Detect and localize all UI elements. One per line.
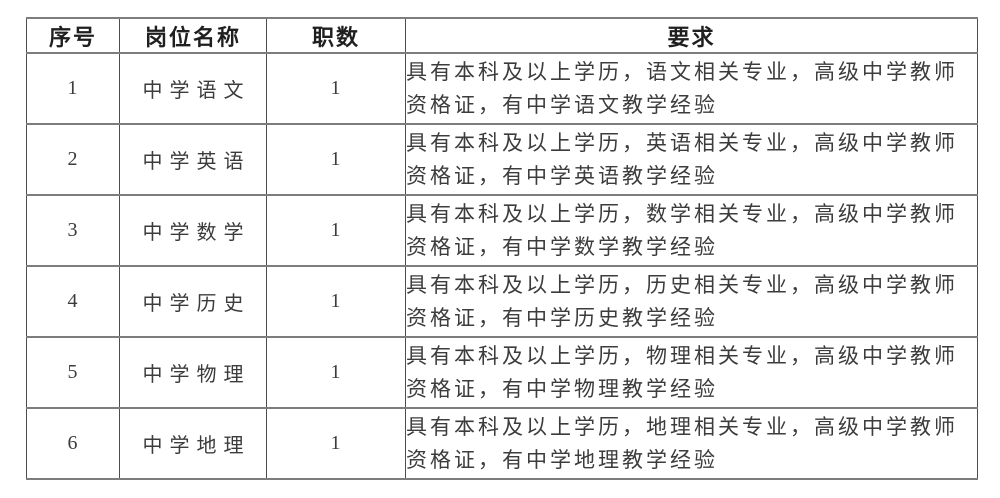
cell-requirements: 具有本科及以上学历，英语相关专业，高级中学教师 资格证，有中学英语教学经验 [405, 123, 978, 196]
table-row: 4 中学历史 1 具有本科及以上学历，历史相关专业，高级中学教师 资格证，有中学… [26, 265, 978, 338]
table-row: 2 中学英语 1 具有本科及以上学历，英语相关专业，高级中学教师 资格证，有中学… [26, 123, 978, 196]
cell-index: 2 [26, 123, 120, 196]
cell-requirements: 具有本科及以上学历，历史相关专业，高级中学教师 资格证，有中学历史教学经验 [405, 265, 978, 338]
cell-position-name: 中学地理 [119, 407, 267, 480]
table-container: 序号 岗位名称 职数 要求 1 中学语文 1 具有本科及以上学历，语文相关专业，… [26, 17, 978, 480]
table-row: 5 中学物理 1 具有本科及以上学历，物理相关专业，高级中学教师 资格证，有中学… [26, 336, 978, 409]
col-header-requirements: 要求 [405, 17, 978, 54]
cell-index: 3 [26, 194, 120, 267]
recruitment-positions-table: 序号 岗位名称 职数 要求 1 中学语文 1 具有本科及以上学历，语文相关专业，… [26, 17, 978, 480]
cell-headcount: 1 [266, 265, 406, 338]
cell-requirements: 具有本科及以上学历，地理相关专业，高级中学教师 资格证，有中学地理教学经验 [405, 407, 978, 480]
table-row: 6 中学地理 1 具有本科及以上学历，地理相关专业，高级中学教师 资格证，有中学… [26, 407, 978, 480]
cell-headcount: 1 [266, 194, 406, 267]
cell-position-name: 中学数学 [119, 194, 267, 267]
cell-headcount: 1 [266, 336, 406, 409]
cell-index: 6 [26, 407, 120, 480]
cell-position-name: 中学物理 [119, 336, 267, 409]
table-row: 1 中学语文 1 具有本科及以上学历，语文相关专业，高级中学教师 资格证，有中学… [26, 52, 978, 125]
col-header-index: 序号 [26, 17, 120, 54]
table-row: 3 中学数学 1 具有本科及以上学历，数学相关专业，高级中学教师 资格证，有中学… [26, 194, 978, 267]
cell-position-name: 中学历史 [119, 265, 267, 338]
cell-headcount: 1 [266, 52, 406, 125]
cell-index: 5 [26, 336, 120, 409]
cell-requirements: 具有本科及以上学历，数学相关专业，高级中学教师 资格证，有中学数学教学经验 [405, 194, 978, 267]
cell-headcount: 1 [266, 407, 406, 480]
cell-position-name: 中学语文 [119, 52, 267, 125]
cell-headcount: 1 [266, 123, 406, 196]
cell-index: 1 [26, 52, 120, 125]
cell-requirements: 具有本科及以上学历，语文相关专业，高级中学教师 资格证，有中学语文教学经验 [405, 52, 978, 125]
col-header-headcount: 职数 [266, 17, 406, 54]
col-header-position-name: 岗位名称 [119, 17, 267, 54]
cell-position-name: 中学英语 [119, 123, 267, 196]
cell-requirements: 具有本科及以上学历，物理相关专业，高级中学教师 资格证，有中学物理教学经验 [405, 336, 978, 409]
header-row: 序号 岗位名称 职数 要求 [26, 17, 978, 54]
cell-index: 4 [26, 265, 120, 338]
